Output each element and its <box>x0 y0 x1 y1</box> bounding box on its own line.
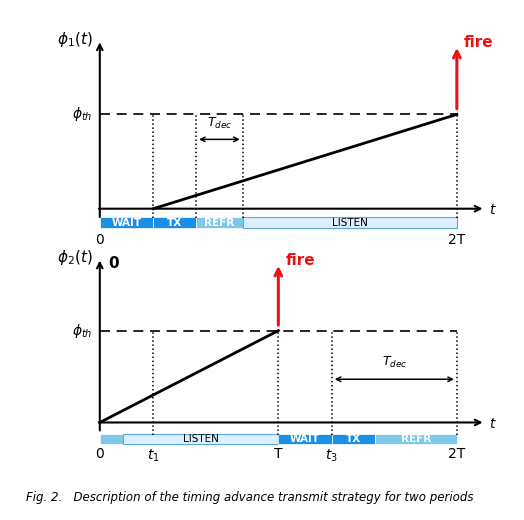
Text: WAIT: WAIT <box>112 217 141 228</box>
Bar <box>332 434 375 444</box>
Bar <box>243 217 457 228</box>
Text: $T_{dec}$: $T_{dec}$ <box>207 116 232 131</box>
Text: $t_1$: $t_1$ <box>147 448 160 464</box>
Text: 2T: 2T <box>448 448 465 461</box>
Text: $\phi_2(t)$: $\phi_2(t)$ <box>57 248 93 267</box>
Text: Fig. 2.   Description of the timing advance transmit strategy for two periods: Fig. 2. Description of the timing advanc… <box>26 491 474 504</box>
Text: t: t <box>489 203 495 217</box>
Text: $t_3$: $t_3$ <box>325 448 339 464</box>
Text: 0: 0 <box>108 256 119 270</box>
Text: WAIT: WAIT <box>290 434 320 444</box>
Text: $\phi_1(t)$: $\phi_1(t)$ <box>57 30 93 49</box>
Text: $T_{dec}$: $T_{dec}$ <box>382 355 407 370</box>
Text: $\phi_{th}$: $\phi_{th}$ <box>72 106 93 123</box>
Text: REFR: REFR <box>401 434 431 444</box>
Text: fire: fire <box>286 253 315 268</box>
Bar <box>100 434 123 444</box>
Text: 2T: 2T <box>448 233 465 247</box>
Text: fire: fire <box>464 35 494 50</box>
Text: REFR: REFR <box>204 217 235 228</box>
Text: 0: 0 <box>95 233 104 247</box>
Text: TX: TX <box>167 217 182 228</box>
Text: t: t <box>489 417 495 431</box>
Text: LISTEN: LISTEN <box>183 434 219 444</box>
Text: 0: 0 <box>95 448 104 461</box>
Bar <box>278 434 332 444</box>
Bar <box>100 217 154 228</box>
Text: T: T <box>274 448 282 461</box>
Bar <box>196 217 243 228</box>
Bar <box>375 434 457 444</box>
Text: $\phi_{th}$: $\phi_{th}$ <box>72 322 93 340</box>
Text: LISTEN: LISTEN <box>332 217 368 228</box>
Bar <box>154 217 196 228</box>
Text: TX: TX <box>346 434 361 444</box>
Bar <box>123 434 278 444</box>
